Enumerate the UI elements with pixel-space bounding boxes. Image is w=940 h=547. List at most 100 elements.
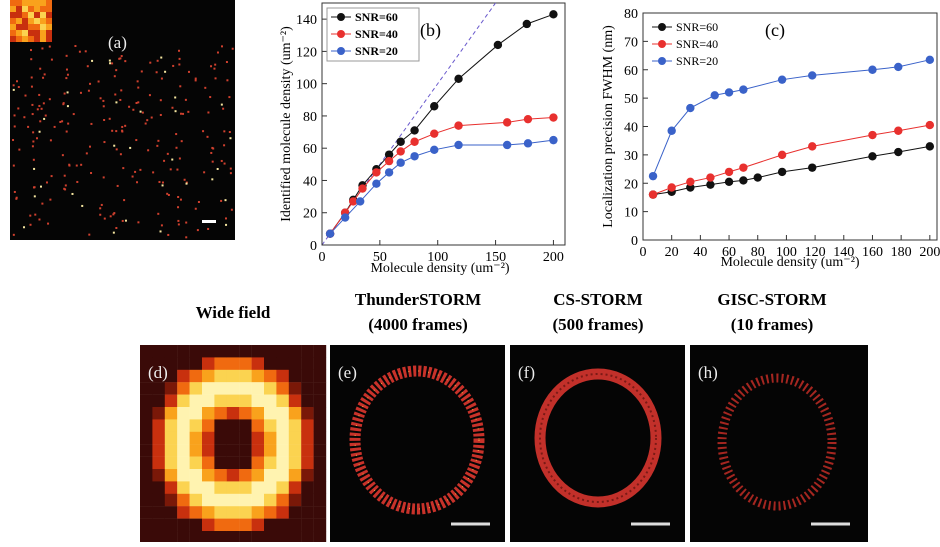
pixel (164, 518, 178, 532)
data-point (384, 156, 394, 166)
pixel (264, 431, 277, 445)
pixel (140, 469, 153, 482)
spot (61, 154, 64, 157)
legend-marker (337, 13, 345, 21)
pixel (46, 30, 52, 36)
spot (164, 70, 167, 73)
data-point (523, 139, 533, 148)
spot (160, 56, 163, 59)
pixel (202, 531, 215, 544)
spot (108, 59, 111, 62)
spot (31, 113, 34, 116)
spot (12, 84, 15, 87)
y-tick-label: 0 (310, 239, 317, 254)
series-line (329, 117, 554, 234)
data-point (894, 62, 903, 72)
x-tick-label: 40 (693, 245, 707, 260)
data-point (739, 85, 748, 94)
pixel (214, 369, 227, 383)
spot (115, 101, 118, 104)
spot (159, 113, 162, 116)
pixel (177, 407, 190, 420)
pixel (251, 506, 265, 519)
pixel (239, 518, 252, 532)
pixel (22, 24, 28, 30)
spot (90, 172, 93, 175)
pixel (10, 36, 16, 42)
pixel (226, 518, 240, 532)
pixel (264, 357, 277, 370)
spot (166, 192, 169, 195)
pixel (264, 382, 277, 395)
pixel (202, 357, 215, 370)
spot (32, 140, 35, 143)
spot (63, 187, 66, 190)
spot (65, 77, 68, 80)
x-tick-label: 100 (427, 250, 448, 265)
pixel (288, 481, 302, 494)
spot (23, 226, 26, 229)
pixel (264, 481, 277, 494)
data-point (925, 142, 935, 151)
data-point (358, 184, 367, 193)
spot (137, 86, 140, 89)
y-tick-label: 140 (296, 13, 317, 28)
pixel (251, 394, 265, 408)
pixel (226, 506, 240, 519)
series-line (652, 124, 930, 196)
spot (31, 103, 34, 106)
pixel (177, 369, 190, 383)
pixel (288, 431, 302, 445)
spot (27, 125, 30, 128)
pixel (276, 444, 289, 457)
pixel (189, 357, 203, 370)
spot (53, 125, 56, 128)
pixel (34, 18, 40, 24)
spot (36, 108, 39, 111)
pixel (251, 369, 265, 383)
spot (223, 162, 226, 165)
pixel (288, 369, 302, 383)
pixel (288, 382, 302, 395)
pixel (301, 394, 314, 408)
pixel (313, 394, 327, 408)
pixel (313, 456, 327, 470)
pixel (40, 6, 46, 12)
spot (211, 160, 214, 163)
x-tick-label: 140 (833, 245, 854, 260)
y-tick-label: 10 (624, 206, 638, 221)
spot (32, 158, 35, 161)
pixel (301, 531, 314, 544)
spot (174, 96, 177, 99)
y-tick-label: 20 (303, 207, 317, 222)
pixel (239, 469, 252, 482)
spot (114, 93, 117, 96)
spot (120, 55, 123, 58)
pixel (16, 6, 22, 12)
data-point (808, 142, 817, 151)
pixel (152, 506, 165, 519)
pixel (301, 345, 314, 358)
pixel (214, 407, 227, 420)
pixel (22, 0, 28, 6)
legend-marker (658, 40, 666, 48)
pixel (239, 506, 252, 519)
pixel (313, 531, 327, 544)
pixel (189, 431, 203, 445)
pixel (301, 369, 314, 383)
spot (140, 70, 143, 73)
pixel (214, 469, 227, 482)
pixel (189, 382, 203, 395)
data-point (925, 55, 935, 65)
pixel (164, 369, 178, 383)
spot (124, 219, 127, 222)
spot (158, 180, 161, 183)
pixel (264, 345, 277, 358)
pixel (28, 12, 34, 18)
pixel (46, 12, 52, 18)
column-title: (500 frames) (552, 315, 643, 334)
pixel (177, 382, 190, 395)
pixel (140, 345, 153, 358)
pixel (140, 456, 153, 470)
spot (229, 167, 232, 170)
